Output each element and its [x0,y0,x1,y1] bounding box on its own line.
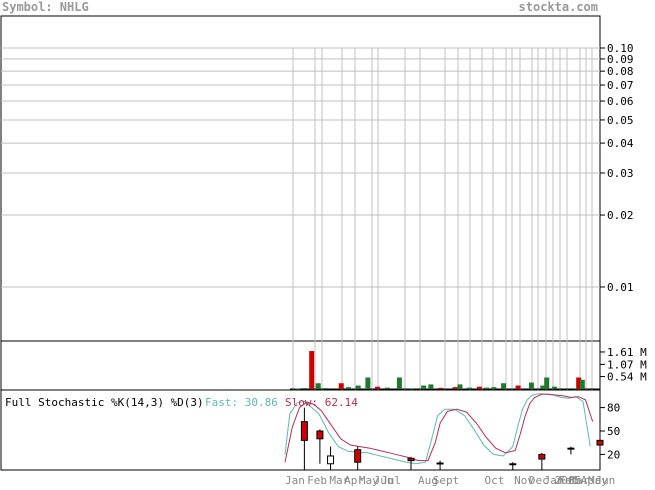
volume-bar [428,384,434,389]
volume-bar [409,388,414,390]
x-tick-label: Apr [581,474,601,486]
volume-bar [438,387,444,389]
x-tick-label: Mar [329,474,349,486]
volume-bar [338,383,344,389]
volume-tick-label: 1.07 M [607,358,647,371]
slow-value-label: Slow: 62.14 [285,396,358,409]
volume-bar [452,387,458,389]
symbol-label: Symbol: NHLG [2,0,89,14]
candle-body [407,457,415,462]
volume-bar [346,387,351,389]
x-tick-label: Sept [433,474,460,486]
stochastic-lines [284,393,594,465]
site-label: stockta.com [519,0,598,14]
volume-bar [576,377,582,389]
stochastic-panel [0,389,601,471]
volume-bar [365,377,371,389]
x-tick-label: Jan [285,474,305,486]
volume-bar [515,385,521,389]
stochastic-axis: 80 50 20 [600,402,620,461]
volume-bar [421,385,427,389]
x-tick-label: May [588,474,608,486]
candle-body [316,430,324,440]
candle-body [596,439,604,446]
volume-bar [384,387,390,389]
price-tick-label: 0.03 [607,167,634,180]
x-tick-label: Mar [570,474,590,486]
x-tick-label: Jan [544,474,564,486]
volume-bar [302,388,308,390]
stochastic-tick-label: 80 [607,402,620,415]
x-tick-label: Dec [529,474,549,486]
fast-value-label: Fast: 30.86 [205,396,278,409]
volume-bar [322,388,328,390]
volume-bar [315,383,321,389]
volume-bar [476,386,482,389]
volume-bar [355,385,361,389]
x-tick-label: Feb [558,474,578,486]
stochastic-tick-label: 20 [607,448,620,461]
price-tick-label: 0.05 [607,114,634,127]
candles [300,407,604,470]
price-tick-label: 0.10 [607,42,634,55]
volume-bar [467,387,473,389]
volume-axis: 1.61 M1.07 M0.54 M [600,346,647,384]
volume-tick-label: 1.61 M [607,346,647,359]
volume-bar [491,387,497,389]
volume-bar [528,382,534,389]
stochastic-title: Full Stochastic %K(14,3) %D(3) [5,396,204,409]
volume-bar [309,351,315,389]
x-tick-label: Nov [514,474,534,486]
grid [1,47,600,390]
price-tick-label: 0.07 [607,79,634,92]
volume-bar [375,386,381,389]
x-tick-label: 2005 [555,474,582,486]
price-tick-label: 0.02 [607,209,634,222]
candle-body [300,421,308,441]
volume-bar [484,387,490,389]
volume-tick-label: 0.54 M [607,371,647,384]
x-tick-label: Jun [595,474,615,486]
candle-body [538,453,546,460]
volume-bar [295,388,301,390]
volume-bar [579,379,585,389]
volume-bar [540,385,546,389]
price-tick-label: 0.09 [607,53,634,66]
price-panel [0,15,601,342]
candle-body [509,463,517,466]
x-tick-label: Jun [374,474,394,486]
stochastic-tick-label: 50 [607,425,620,438]
x-tick-label: Jul [381,474,401,486]
volume-bar [544,377,550,389]
x-tick-label: Feb [307,474,327,486]
x-tick-label: Apr [344,474,364,486]
volume-bar [396,377,402,389]
volume-bar [457,384,463,389]
price-axis: 0.100.090.080.07 0.06 0.05 0.04 0.03 0.02 0.01 [600,42,634,294]
candle-body [567,447,575,450]
candle-body [436,462,444,465]
volume-bar [551,386,557,389]
x-tick-label: Oct [485,474,505,486]
volume-bars [290,351,600,390]
slow-line [284,393,594,463]
x-tick-label: Aug [418,474,438,486]
price-tick-label: 0.01 [607,281,634,294]
price-tick-label: 0.06 [607,95,634,108]
candle-body [327,455,335,465]
price-tick-label: 0.04 [607,137,634,150]
x-tick-label: May [359,474,379,486]
candle-body [354,449,362,463]
volume-bar [501,383,507,389]
price-tick-label: 0.08 [607,65,634,78]
volume-panel [0,340,601,391]
